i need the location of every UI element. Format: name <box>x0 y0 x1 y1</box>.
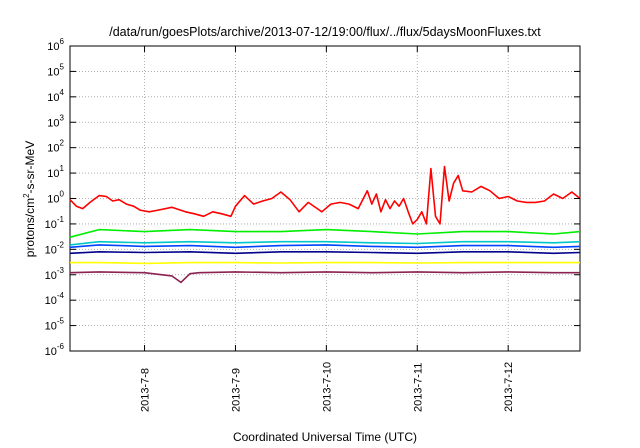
chart-title: /data/run/goesPlots/archive/2013-07-12/1… <box>109 25 541 39</box>
x-tick-label: 2013-7-11 <box>412 363 424 412</box>
x-axis-ticks: 2013-7-8 2013-7-9 2013-7-10 2013-7-11 2013-7… <box>140 46 515 412</box>
y-tick-label: 101 <box>47 164 64 180</box>
y-tick-label: 10-4 <box>45 291 65 307</box>
y-tick-label: 104 <box>47 88 64 104</box>
y-tick-label: 105 <box>47 62 64 78</box>
x-tick-label: 2013-7-8 <box>140 368 152 412</box>
y-tick-label: 106 <box>47 37 64 53</box>
grid <box>70 46 580 351</box>
series-line <box>69 244 581 249</box>
series-layer <box>69 165 581 284</box>
y-tick-label: 10-1 <box>45 215 65 231</box>
y-tick-label: 100 <box>47 190 64 206</box>
y-axis-label: protons/cm2-s-sr-MeV <box>22 141 37 257</box>
y-tick-label: 102 <box>47 139 64 155</box>
x-tick-label: 2013-7-10 <box>321 362 333 412</box>
series-line <box>69 251 581 255</box>
series-line <box>70 261 580 265</box>
series-line <box>69 165 581 225</box>
y-tick-label: 10-5 <box>45 317 65 333</box>
series-line <box>69 240 581 246</box>
x-tick-label: 2013-7-9 <box>230 368 242 412</box>
x-tick-label: 2013-7-12 <box>503 362 515 412</box>
y-tick-label: 103 <box>47 113 64 129</box>
x-axis-label: Coordinated Universal Time (UTC) <box>233 430 417 444</box>
y-axis-ticks: 10-6 10-5 10-4 10-3 10-2 10-1 100 101 102 103 104 1… <box>45 37 580 358</box>
y-tick-label: 10-6 <box>45 342 65 358</box>
series-line <box>69 271 580 284</box>
y-tick-label: 10-2 <box>45 240 65 256</box>
series-line <box>69 228 581 238</box>
y-tick-label: 10-3 <box>45 266 65 282</box>
